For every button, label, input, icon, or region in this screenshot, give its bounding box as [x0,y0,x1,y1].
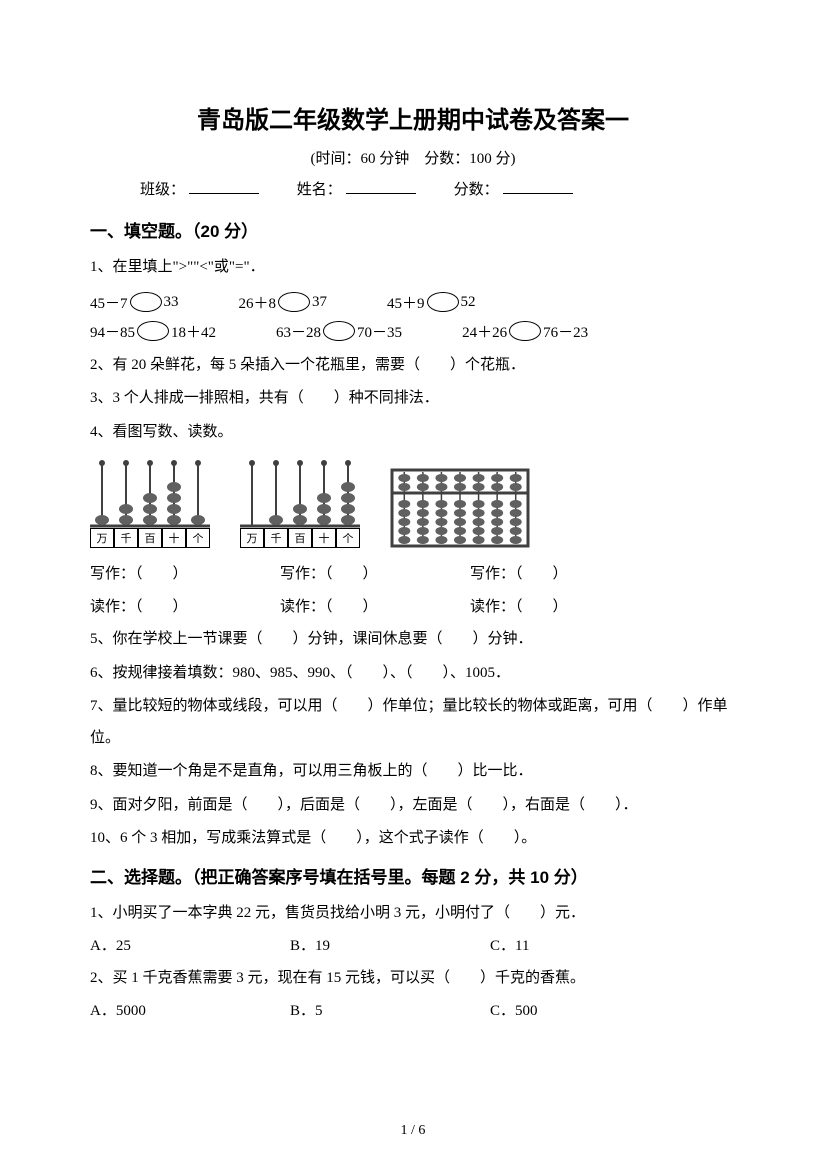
q4-text: 4、看图写数、读数。 [90,417,736,449]
compare-oval[interactable] [130,292,162,312]
read2: 读作：（ ） [280,591,440,624]
s2q1-a[interactable]: A．25 [90,931,290,963]
s2q2-choices: A．5000 B．5 C．500 [90,996,736,1028]
q2: 2、有 20 朵鲜花，每 5 朵插入一个花瓶里，需要（ ）个花瓶． [90,350,736,382]
read1: 读作：（ ） [90,591,250,624]
abacus-2: 万千百十个 [240,458,360,548]
class-label: 班级： [140,182,185,198]
q1-row2: 94－85 18＋42 63－28 70－35 24＋26 76－23 [90,321,736,342]
q6: 6、按规律接着填数：980、985、990、（ ）、（ ）、1005． [90,658,736,690]
s2q2-c[interactable]: C．500 [490,996,690,1028]
q1r1b-right: 37 [312,294,327,311]
read-row: 读作：（ ） 读作：（ ） 读作：（ ） [90,591,736,624]
q1r2b-left: 63－28 [276,321,321,342]
q1r2b-right: 70－35 [357,321,402,342]
write2: 写作：（ ） [280,558,440,591]
name-blank[interactable] [346,193,416,194]
s2q2: 2、买 1 千克香蕉需要 3 元，现在有 15 元钱，可以买（ ）千克的香蕉。 [90,963,736,995]
q1r2c-right: 76－23 [543,321,588,342]
read3: 读作：（ ） [470,591,630,624]
abacus-1: 万千百十个 [90,458,210,548]
q7: 7、量比较短的物体或线段，可以用（ ）作单位；量比较长的物体或距离，可用（ ）作… [90,691,736,754]
q1r1a-left: 45－7 [90,292,128,313]
compare-oval[interactable] [323,321,355,341]
class-blank[interactable] [189,193,259,194]
q9: 9、面对夕阳，前面是（ ），后面是（ ），左面是（ ），右面是（ ）． [90,790,736,822]
q5: 5、你在学校上一节课要（ ）分钟，课间休息要（ ）分钟． [90,624,736,656]
q1r1c-right: 52 [461,294,476,311]
s2q1-choices: A．25 B．19 C．11 [90,931,736,963]
section1-header: 一、填空题。（20 分） [90,217,736,242]
s2q1-b[interactable]: B．19 [290,931,490,963]
score-label: 分数： [454,182,499,198]
s2q2-b[interactable]: B．5 [290,996,490,1028]
q1r2a-left: 94－85 [90,321,135,342]
q10: 10、6 个 3 相加，写成乘法算式是（ ），这个式子读作（ ）。 [90,823,736,855]
score-blank[interactable] [503,193,573,194]
name-label: 姓名： [297,182,342,198]
q1r1c-left: 45＋9 [387,292,425,313]
abacus-3 [390,468,530,548]
q8: 8、要知道一个角是不是直角，可以用三角板上的（ ）比一比． [90,756,736,788]
q1r1b-left: 26＋8 [239,292,277,313]
abacus-row: 万千百十个 万千百十个 [90,458,736,548]
q1r2c-left: 24＋26 [462,321,507,342]
write1: 写作：（ ） [90,558,250,591]
compare-oval[interactable] [137,321,169,341]
write3: 写作：（ ） [470,558,630,591]
compare-oval[interactable] [509,321,541,341]
exam-title: 青岛版二年级数学上册期中试卷及答案一 [90,100,736,135]
s2q2-a[interactable]: A．5000 [90,996,290,1028]
compare-oval[interactable] [427,292,459,312]
section2-header: 二、选择题。（把正确答案序号填在括号里。每题 2 分，共 10 分） [90,863,736,888]
student-info: 班级： 姓名： 分数： [90,178,736,199]
q3: 3、3 个人排成一排照相，共有（ ）种不同排法． [90,383,736,415]
page-number: 1 / 6 [0,1123,826,1139]
s2q1: 1、小明买了一本字典 22 元，售货员找给小明 3 元，小明付了（ ）元． [90,898,736,930]
compare-oval[interactable] [278,292,310,312]
q1r1a-right: 33 [164,294,179,311]
q1-row1: 45－7 33 26＋8 37 45＋9 52 [90,292,736,313]
write-row: 写作：（ ） 写作：（ ） 写作：（ ） [90,558,736,591]
s2q1-c[interactable]: C．11 [490,931,690,963]
exam-subtitle: (时间：60 分钟 分数：100 分) [90,147,736,168]
q1r2a-right: 18＋42 [171,321,216,342]
q1-text: 1、在里填上">""<"或"="． [90,252,736,284]
